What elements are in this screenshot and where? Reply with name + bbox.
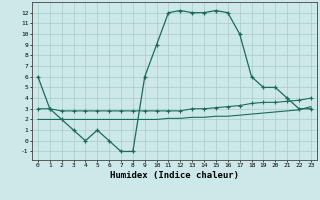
X-axis label: Humidex (Indice chaleur): Humidex (Indice chaleur) xyxy=(110,171,239,180)
